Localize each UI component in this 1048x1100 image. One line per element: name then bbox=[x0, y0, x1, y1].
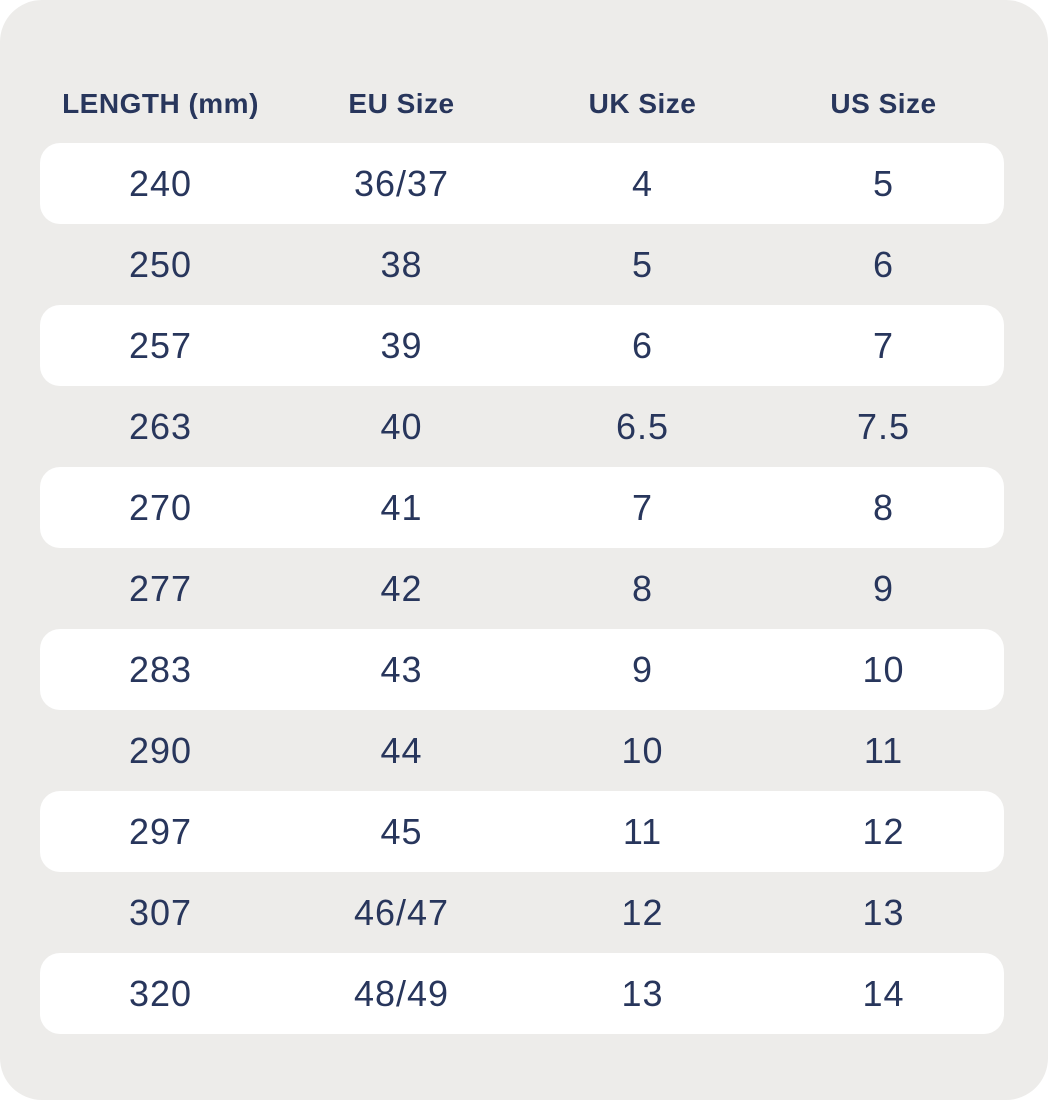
column-header-uk-size: UK Size bbox=[588, 88, 697, 119]
column-header-length-mm: LENGTH (mm) bbox=[62, 88, 259, 119]
cell-eu-size: 39 bbox=[380, 324, 423, 366]
cell-uk-size: 6.5 bbox=[615, 405, 670, 447]
cell-uk-size: 7 bbox=[631, 486, 654, 528]
cell-us-size: 7.5 bbox=[856, 405, 911, 447]
cell-uk-size: 4 bbox=[631, 162, 654, 204]
cell-us-size: 9 bbox=[872, 567, 895, 609]
cell-length-mm: 257 bbox=[128, 324, 193, 366]
cell-us-size: 13 bbox=[862, 891, 905, 933]
cell-uk-size: 9 bbox=[631, 648, 654, 690]
table-row: 320 48/49 13 14 bbox=[40, 953, 1004, 1034]
cell-eu-size: 48/49 bbox=[353, 972, 450, 1014]
cell-length-mm: 250 bbox=[128, 243, 193, 285]
cell-uk-size: 12 bbox=[621, 891, 664, 933]
cell-uk-size: 5 bbox=[631, 243, 654, 285]
table-row: 263 40 6.5 7.5 bbox=[40, 386, 1004, 467]
cell-length-mm: 263 bbox=[128, 405, 193, 447]
cell-uk-size: 13 bbox=[621, 972, 664, 1014]
cell-eu-size: 46/47 bbox=[353, 891, 450, 933]
table-row: 283 43 9 10 bbox=[40, 629, 1004, 710]
cell-length-mm: 320 bbox=[128, 972, 193, 1014]
table-row: 307 46/47 12 13 bbox=[40, 872, 1004, 953]
cell-eu-size: 45 bbox=[380, 810, 423, 852]
cell-us-size: 5 bbox=[872, 162, 895, 204]
cell-length-mm: 307 bbox=[128, 891, 193, 933]
cell-eu-size: 36/37 bbox=[353, 162, 450, 204]
table-row: 240 36/37 4 5 bbox=[40, 143, 1004, 224]
cell-length-mm: 290 bbox=[128, 729, 193, 771]
cell-us-size: 10 bbox=[862, 648, 905, 690]
table-row: 290 44 10 11 bbox=[40, 710, 1004, 791]
table-header-row: LENGTH (mm) EU Size UK Size US Size bbox=[40, 84, 1004, 124]
cell-uk-size: 6 bbox=[631, 324, 654, 366]
cell-us-size: 12 bbox=[862, 810, 905, 852]
cell-eu-size: 43 bbox=[380, 648, 423, 690]
table-body: 240 36/37 4 5 250 38 5 6 257 39 6 7 263 … bbox=[0, 143, 1048, 1034]
cell-uk-size: 10 bbox=[621, 729, 664, 771]
cell-us-size: 7 bbox=[872, 324, 895, 366]
table-row: 297 45 11 12 bbox=[40, 791, 1004, 872]
cell-length-mm: 283 bbox=[128, 648, 193, 690]
table-row: 250 38 5 6 bbox=[40, 224, 1004, 305]
cell-length-mm: 297 bbox=[128, 810, 193, 852]
column-header-eu-size: EU Size bbox=[348, 88, 455, 119]
cell-eu-size: 42 bbox=[380, 567, 423, 609]
cell-uk-size: 11 bbox=[622, 810, 663, 852]
cell-us-size: 6 bbox=[872, 243, 895, 285]
cell-eu-size: 38 bbox=[380, 243, 423, 285]
table-row: 277 42 8 9 bbox=[40, 548, 1004, 629]
column-header-us-size: US Size bbox=[830, 88, 937, 119]
cell-eu-size: 40 bbox=[380, 405, 423, 447]
cell-us-size: 11 bbox=[863, 729, 904, 771]
cell-us-size: 8 bbox=[872, 486, 895, 528]
cell-length-mm: 277 bbox=[128, 567, 193, 609]
cell-length-mm: 240 bbox=[128, 162, 193, 204]
cell-length-mm: 270 bbox=[128, 486, 193, 528]
table-row: 270 41 7 8 bbox=[40, 467, 1004, 548]
cell-uk-size: 8 bbox=[631, 567, 654, 609]
table-row: 257 39 6 7 bbox=[40, 305, 1004, 386]
cell-eu-size: 44 bbox=[380, 729, 423, 771]
cell-us-size: 14 bbox=[862, 972, 905, 1014]
cell-eu-size: 41 bbox=[380, 486, 423, 528]
